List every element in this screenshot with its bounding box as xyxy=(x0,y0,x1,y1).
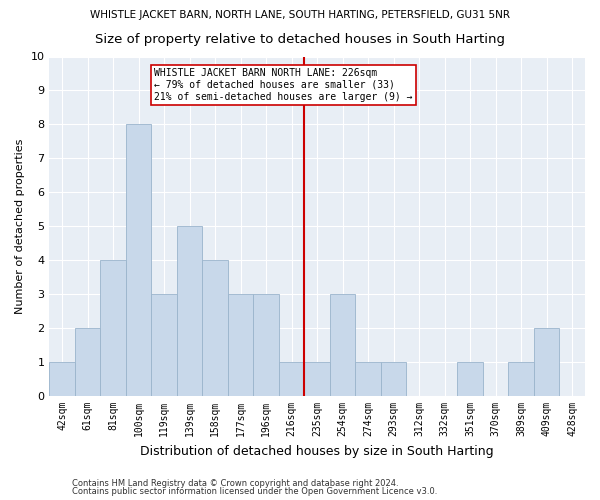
Text: Contains HM Land Registry data © Crown copyright and database right 2024.: Contains HM Land Registry data © Crown c… xyxy=(72,478,398,488)
Bar xyxy=(355,362,381,396)
Text: WHISTLE JACKET BARN, NORTH LANE, SOUTH HARTING, PETERSFIELD, GU31 5NR: WHISTLE JACKET BARN, NORTH LANE, SOUTH H… xyxy=(90,10,510,20)
Bar xyxy=(49,362,75,396)
Text: Size of property relative to detached houses in South Harting: Size of property relative to detached ho… xyxy=(95,32,505,46)
Bar xyxy=(228,294,253,396)
Bar xyxy=(304,362,330,396)
Bar xyxy=(457,362,483,396)
Bar xyxy=(534,328,559,396)
Bar xyxy=(100,260,126,396)
Bar xyxy=(151,294,177,396)
Bar xyxy=(75,328,100,396)
X-axis label: Distribution of detached houses by size in South Harting: Distribution of detached houses by size … xyxy=(140,444,494,458)
Bar xyxy=(381,362,406,396)
Text: Contains public sector information licensed under the Open Government Licence v3: Contains public sector information licen… xyxy=(72,487,437,496)
Bar xyxy=(202,260,228,396)
Bar xyxy=(279,362,304,396)
Bar xyxy=(126,124,151,396)
Bar xyxy=(508,362,534,396)
Text: WHISTLE JACKET BARN NORTH LANE: 226sqm
← 79% of detached houses are smaller (33): WHISTLE JACKET BARN NORTH LANE: 226sqm ←… xyxy=(154,68,412,102)
Bar xyxy=(253,294,279,396)
Bar xyxy=(330,294,355,396)
Y-axis label: Number of detached properties: Number of detached properties xyxy=(15,138,25,314)
Bar xyxy=(177,226,202,396)
